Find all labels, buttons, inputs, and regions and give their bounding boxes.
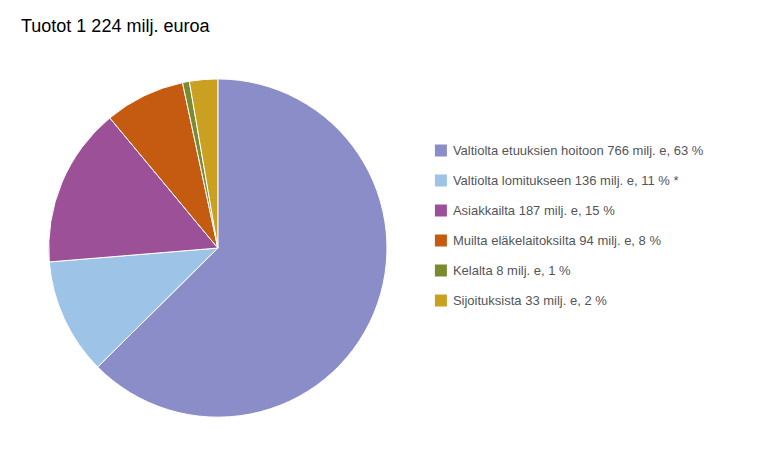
svg-text:Kelalta 8 milj. e, 1 %: Kelalta 8 milj. e, 1 %	[453, 263, 571, 278]
svg-text:Sijoituksista 33 milj. e, 2 %: Sijoituksista 33 milj. e, 2 %	[453, 293, 607, 308]
svg-text:Valtiolta lomitukseen 136 milj: Valtiolta lomitukseen 136 milj. e, 11 % …	[453, 173, 679, 188]
svg-text:Asiakkailta 187 milj. e, 15 %: Asiakkailta 187 milj. e, 15 %	[453, 203, 615, 218]
svg-text:Tuotot 1 224 milj. euroa: Tuotot 1 224 milj. euroa	[21, 16, 210, 36]
svg-text:Muilta eläkelaitoksilta 94 mil: Muilta eläkelaitoksilta 94 milj. e, 8 %	[453, 233, 662, 248]
svg-text:Valtiolta etuuksien hoitoon 76: Valtiolta etuuksien hoitoon 766 milj. e,…	[453, 143, 704, 158]
